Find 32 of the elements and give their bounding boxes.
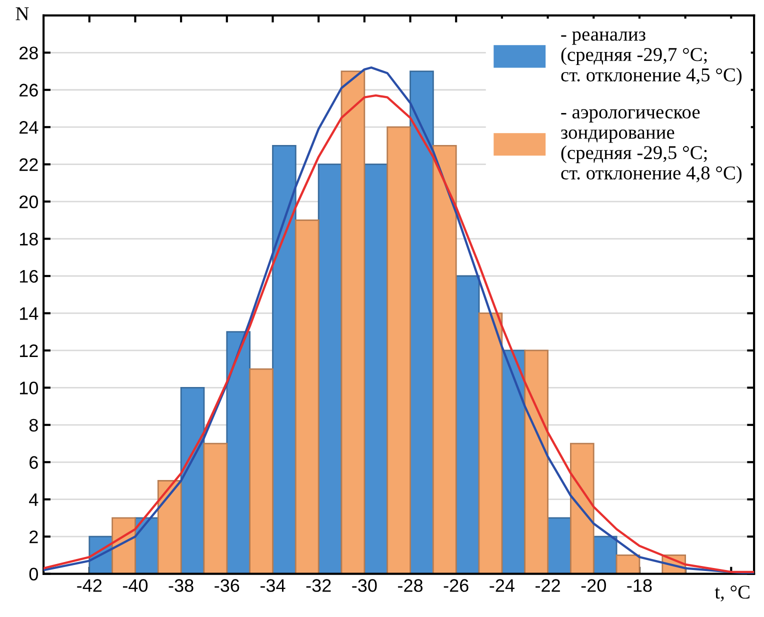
x-tick-label: -30	[352, 579, 377, 592]
y-tick-label: 18	[20, 232, 38, 246]
y-tick-label: 20	[20, 195, 38, 208]
y-tick-label: 22	[20, 158, 38, 171]
y-tick-label: 8	[29, 418, 38, 432]
y-tick-label: 6	[30, 456, 38, 469]
y-tick-label: 2	[30, 530, 38, 544]
y-tick-label: 16	[20, 270, 38, 283]
y-tick-label: 26	[20, 84, 38, 97]
y-tick-label: 0	[29, 568, 38, 581]
x-tick-label: -24	[490, 579, 514, 592]
y-tick-label: 28	[20, 46, 38, 60]
x-tick-label: -42	[77, 579, 102, 592]
y-tick-label: 4	[29, 493, 38, 506]
x-tick-label: -28	[398, 579, 423, 592]
x-tick-label: -34	[260, 579, 286, 592]
x-tick-label: -32	[306, 579, 331, 592]
x-tick-label: -36	[214, 579, 240, 592]
x-tick-label: -20	[581, 579, 606, 592]
x-tick-label: -18	[627, 579, 652, 592]
y-tick-label: 12	[20, 344, 38, 357]
legend-label: - аэрологическое зондирование (средняя -29,5 °C; ст. отклонение 4,8 °C)	[561, 109, 742, 184]
x-tick-label: -38	[168, 579, 194, 592]
x-tick-label: -40	[122, 579, 148, 592]
y-axis-title: N	[16, 7, 29, 20]
x-tick-label: -26	[444, 579, 468, 592]
y-tick-label: 14	[20, 307, 38, 320]
y-tick-label: 24	[20, 121, 38, 134]
legend-label: - реанализ (средняя -29,7 °C; ст. отклонение 4,5 °C)	[561, 31, 742, 86]
y-tick-label: 10	[20, 382, 38, 394]
x-tick-label: -22	[536, 579, 560, 592]
x-axis-title: t, °C	[714, 586, 750, 602]
